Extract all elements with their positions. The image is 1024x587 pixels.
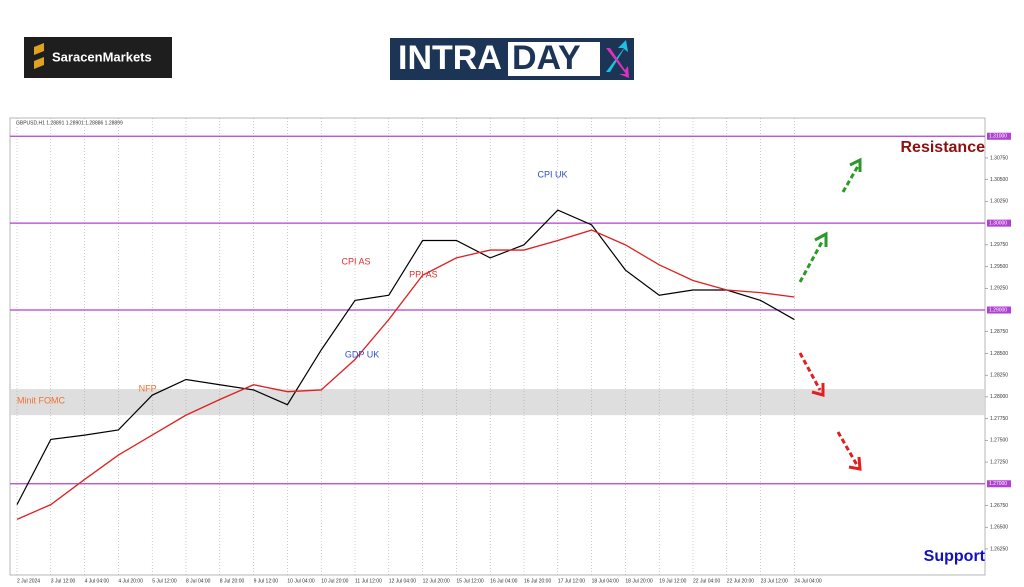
brand-icon <box>34 43 44 69</box>
y-tick-label: 1.28500 <box>990 351 1008 357</box>
y-tick-label: 1.26500 <box>990 525 1008 531</box>
level-label: 1.30000 <box>989 220 1007 226</box>
logo-right: DAY <box>512 39 581 77</box>
y-tick-label: 1.27750 <box>990 416 1008 422</box>
x-tick-label: 5 Jul 12:00 <box>152 578 177 584</box>
x-tick-label: 22 Jul 20:00 <box>727 578 754 584</box>
logo-arrow-up <box>606 40 628 72</box>
x-tick-label: 8 Jul 04:00 <box>186 578 211 584</box>
x-tick-label: 3 Jul 12:00 <box>51 578 76 584</box>
x-tick-label: 19 Jul 12:00 <box>659 578 686 584</box>
y-tick-label: 1.26250 <box>990 546 1008 552</box>
annotation: CPI AS <box>341 257 370 267</box>
x-tick-label: 16 Jul 20:00 <box>524 578 551 584</box>
x-tick-label: 23 Jul 12:00 <box>761 578 788 584</box>
annotation: NFP <box>139 383 157 393</box>
series-line <box>16 229 795 520</box>
y-tick-label: 1.28250 <box>990 372 1008 378</box>
level-label: 1.27000 <box>989 481 1007 487</box>
x-tick-label: 2 Jul 2024 <box>17 578 40 584</box>
x-tick-label: 17 Jul 12:00 <box>558 578 585 584</box>
x-tick-label: 24 Jul 04:00 <box>794 578 821 584</box>
x-tick-label: 18 Jul 04:00 <box>592 578 619 584</box>
resistance-label: Resistance <box>901 139 986 156</box>
y-tick-label: 1.28750 <box>990 329 1008 335</box>
x-tick-label: 16 Jul 04:00 <box>490 578 517 584</box>
x-tick-label: 11 Jul 12:00 <box>355 578 382 584</box>
x-tick-label: 9 Jul 12:00 <box>254 578 279 584</box>
support-label: Support <box>924 548 986 565</box>
x-tick-label: 10 Jul 20:00 <box>321 578 348 584</box>
y-tick-label: 1.29250 <box>990 286 1008 292</box>
plot-frame <box>9 117 986 576</box>
annotation: CPI UK <box>538 170 568 180</box>
x-tick-label: 8 Jul 20:00 <box>220 578 245 584</box>
y-tick-label: 1.30250 <box>990 199 1008 205</box>
x-tick-label: 10 Jul 04:00 <box>287 578 314 584</box>
level-tag <box>987 480 1011 488</box>
x-tick-label: 15 Jul 12:00 <box>456 578 483 584</box>
x-tick-label: 22 Jul 04:00 <box>693 578 720 584</box>
x-tick-label: 18 Jul 20:00 <box>625 578 652 584</box>
y-tick-label: 1.27250 <box>990 459 1008 465</box>
series-line <box>16 209 795 505</box>
x-tick-label: 12 Jul 20:00 <box>423 578 450 584</box>
annotation: GDP UK <box>345 350 379 360</box>
y-tick-label: 1.26750 <box>990 503 1008 509</box>
level-tag <box>987 132 1011 140</box>
x-tick-label: 4 Jul 20:00 <box>118 578 143 584</box>
x-tick-label: 4 Jul 04:00 <box>85 578 110 584</box>
y-tick-label: 1.27500 <box>990 438 1008 444</box>
y-tick-label: 1.30500 <box>990 177 1008 183</box>
logo-inverse <box>508 42 600 76</box>
y-tick-label: 1.29750 <box>990 242 1008 248</box>
level-tag <box>987 306 1011 314</box>
y-tick-label: 1.30750 <box>990 155 1008 161</box>
brand-name: SaracenMarkets <box>52 49 152 64</box>
annotation: Minit FOMC <box>17 396 65 406</box>
x-tick-label: 12 Jul 04:00 <box>389 578 416 584</box>
symbol-info: GBPUSD,H1 1.28891 1.28901 1.28886 1.2889… <box>16 120 123 126</box>
level-label: 1.31000 <box>989 134 1007 140</box>
y-tick-label: 1.28000 <box>990 394 1008 400</box>
forecast-arrows <box>798 157 862 471</box>
logo-arrow-down <box>606 48 629 78</box>
logo-left: INTRA <box>398 39 502 77</box>
brand-box <box>24 37 172 78</box>
level-tag <box>987 219 1011 227</box>
level-label: 1.29000 <box>989 307 1007 313</box>
annotation: PPI AS <box>409 270 438 280</box>
y-tick-label: 1.29500 <box>990 264 1008 270</box>
